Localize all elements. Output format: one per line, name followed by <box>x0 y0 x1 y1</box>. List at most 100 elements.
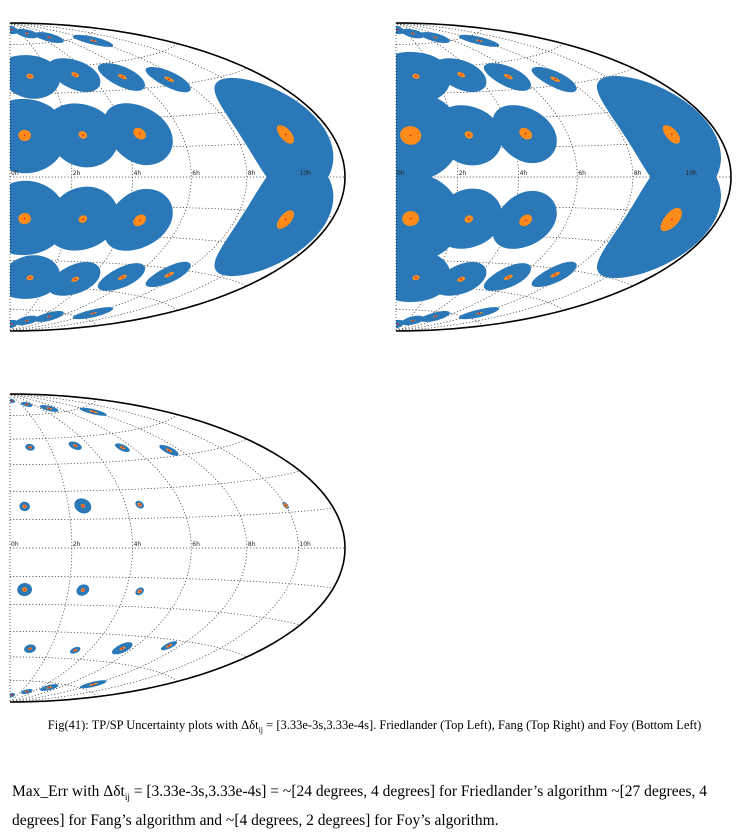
fang-source-point-6 <box>507 75 510 78</box>
fang-source-point-23 <box>478 312 481 315</box>
body-lead: Max_Err with Δδt <box>12 783 125 800</box>
fang-tick-label-0: 0h <box>397 170 405 177</box>
foy-parallel-9 <box>10 414 178 440</box>
fang-regions <box>396 25 721 329</box>
friedlander-parallel-6 <box>10 136 334 149</box>
friedlander-source-point-4 <box>29 75 31 78</box>
foy-tick-label-1: 2h <box>73 541 81 548</box>
foy-parallel-0 <box>10 680 98 697</box>
fang-source-point-17 <box>460 278 463 281</box>
friedlander-parallel-2 <box>9 259 248 287</box>
foy-boundary <box>9 393 346 703</box>
fang-plot-svg: 0h 2h 4h 6h 8h 10h <box>395 22 732 332</box>
fang-source-point-15 <box>670 218 673 221</box>
friedlander-source-point-7 <box>168 78 171 81</box>
foy-source-point-1 <box>25 403 28 406</box>
foy-source-point-14 <box>138 590 141 593</box>
foy-source-point-20 <box>25 690 28 693</box>
foy-tick-label-3: 6h <box>192 541 200 548</box>
friedlander-tick-label-0: 0h <box>11 170 19 177</box>
foy-meridian-3 <box>9 393 248 703</box>
fang-tick-label-3: 6h <box>578 170 586 177</box>
fang-source-point-2 <box>434 36 437 39</box>
foy-parallel-3 <box>10 604 301 626</box>
friedlander-source-point-13 <box>82 218 84 221</box>
figure-caption: Fig(41): TP/SP Uncertainty plots with Δδ… <box>10 717 739 739</box>
foy-plot: 0h 2h 4h 6h 8h 10h <box>9 393 346 703</box>
fang-tick-label-1: 2h <box>459 170 467 177</box>
foy-parallel-10 <box>10 399 98 416</box>
fang-source-point-1 <box>411 32 414 35</box>
caption-lead: Fig(41): TP/SP Uncertainty plots with Δδ… <box>47 718 259 732</box>
friedlander-meridian-3 <box>9 22 248 332</box>
friedlander-source-point-23 <box>92 312 95 315</box>
body-tail: = [3.33e-3s,3.33e-4s] = ~[24 degrees, 4 … <box>12 783 708 830</box>
fang-meridian-3 <box>395 22 634 332</box>
fang-source-point-5 <box>460 73 463 76</box>
fang-source-point-13 <box>468 218 470 221</box>
foy-source-point-7 <box>168 449 171 452</box>
body-subscript: ij <box>124 792 130 803</box>
foy-parallel-6 <box>10 507 334 520</box>
fang-source-point-20 <box>396 323 399 325</box>
friedlander-source-point-16 <box>29 276 31 279</box>
fang-source-point-0 <box>396 29 399 31</box>
foy-meridian-2 <box>9 393 192 703</box>
fang-tick-label-2: 4h <box>520 170 528 177</box>
caption-subscript: ij <box>258 725 264 735</box>
friedlander-source-point-2 <box>48 36 51 39</box>
foy-source-point-22 <box>92 683 95 686</box>
friedlander-parallel-0 <box>10 309 98 326</box>
fang-plot: 0h 2h 4h 6h 8h 10h <box>395 22 732 332</box>
fang-meridian-2 <box>395 22 578 332</box>
foy-source-point-15 <box>29 647 31 650</box>
foy-parallel-4 <box>10 576 334 589</box>
friedlander-source-point-12 <box>23 217 26 220</box>
friedlander-source-point-21 <box>25 319 28 322</box>
friedlander-source-point-6 <box>121 75 124 78</box>
fang-parallel-10 <box>396 28 484 45</box>
friedlander-source-point-19 <box>168 273 171 276</box>
friedlander-regions <box>10 25 334 329</box>
friedlander-tp-region-16 <box>10 255 61 299</box>
fang-source-point-19 <box>554 273 556 276</box>
friedlander-tp-region-15 <box>214 157 334 277</box>
foy-source-point-8 <box>23 505 26 508</box>
foy-meridian-1 <box>9 393 133 703</box>
fang-source-point-14 <box>524 219 527 222</box>
fang-tick-label-5: 10h <box>685 170 697 177</box>
friedlander-tick-label-3: 6h <box>192 170 200 177</box>
foy-regions <box>10 398 289 698</box>
fang-parallel-0 <box>396 309 484 326</box>
fang-tick-label-4: 8h <box>634 170 642 177</box>
fang-source-point-8 <box>409 134 412 137</box>
foy-source-point-2 <box>48 407 51 410</box>
friedlander-source-point-5 <box>74 73 77 76</box>
foy-source-point-12 <box>23 588 26 591</box>
fang-tp-region-15 <box>597 155 721 279</box>
foy-tick-label-4: 8h <box>248 541 256 548</box>
foy-source-point-0 <box>10 400 13 402</box>
foy-source-point-19 <box>10 694 13 696</box>
fang-source-point-18 <box>507 276 510 279</box>
foy-parallel-8 <box>9 438 248 466</box>
fang-source-point-12 <box>409 217 412 220</box>
friedlander-source-point-17 <box>74 278 77 281</box>
foy-parallel-7 <box>10 470 301 492</box>
friedlander-source-point-11 <box>284 133 287 136</box>
friedlander-plot: 0h 2h 4h 6h 8h 10h <box>9 22 346 332</box>
friedlander-source-point-18 <box>121 276 124 279</box>
foy-source-point-5 <box>74 444 77 447</box>
foy-source-point-10 <box>138 503 141 506</box>
friedlander-tick-label-1: 2h <box>73 170 81 177</box>
fang-source-point-7 <box>554 78 556 81</box>
friedlander-tick-label-5: 10h <box>299 170 311 177</box>
foy-source-point-16 <box>74 649 77 652</box>
foy-source-point-9 <box>82 505 84 507</box>
max-error-paragraph: Max_Err with Δδtij = [3.33e-3s,3.33e-4s]… <box>12 780 742 833</box>
friedlander-parallel-10 <box>10 28 98 45</box>
friedlander-source-point-0 <box>10 29 13 31</box>
friedlander-source-point-1 <box>25 32 28 35</box>
fang-source-point-4 <box>415 75 417 78</box>
friedlander-source-point-9 <box>82 134 84 136</box>
